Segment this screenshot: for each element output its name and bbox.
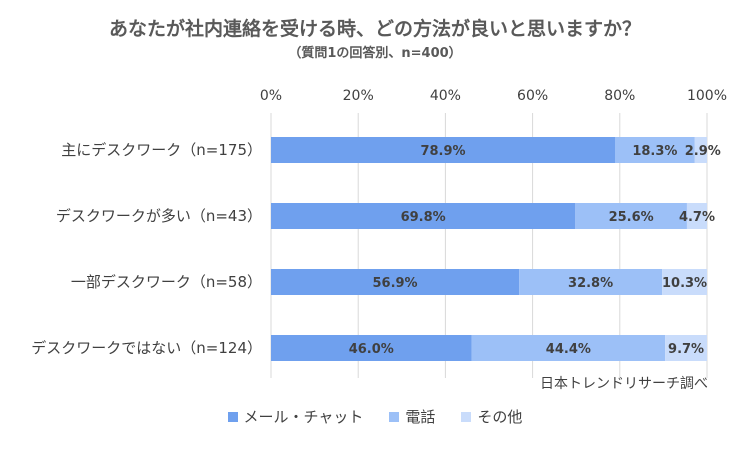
chart-legend: メール・チャット 電話 その他 bbox=[0, 406, 750, 427]
data-label: 69.8% bbox=[401, 210, 446, 225]
x-tick-label: 80% bbox=[604, 88, 635, 104]
bar-other bbox=[662, 269, 707, 295]
data-label: 44.4% bbox=[546, 342, 591, 357]
bar-other bbox=[694, 137, 707, 163]
chart-title: あなたが社内連絡を受ける時、どの方法が良いと思いますか？ bbox=[108, 18, 641, 40]
data-label: 46.0% bbox=[349, 342, 394, 357]
bar-phone bbox=[471, 335, 666, 361]
legend-swatch-other bbox=[461, 411, 472, 422]
bar-mail-chat bbox=[271, 137, 616, 163]
legend-label-mail-chat: メール・チャット bbox=[243, 408, 364, 426]
x-tick-label: 0% bbox=[260, 88, 282, 104]
category-label: デスクワークが多い（n=43） bbox=[56, 207, 262, 225]
bar-phone bbox=[615, 137, 695, 163]
data-label: 10.3% bbox=[662, 276, 707, 291]
category-label: 一部デスクワーク（n=58） bbox=[71, 273, 262, 291]
category-label: デスクワークではない（n=124） bbox=[31, 339, 262, 357]
data-label: 9.7% bbox=[668, 342, 704, 357]
bar-other bbox=[665, 335, 707, 361]
legend-item-other: その他 bbox=[461, 406, 522, 427]
category-label: 主にデスクワーク（n=175） bbox=[61, 141, 262, 159]
legend-item-mail-chat: メール・チャット bbox=[227, 406, 364, 427]
x-tick-label: 20% bbox=[343, 88, 374, 104]
x-tick-label: 60% bbox=[517, 88, 548, 104]
data-label: 56.9% bbox=[372, 276, 417, 291]
x-tick-label: 40% bbox=[430, 88, 461, 104]
data-label: 4.7% bbox=[679, 210, 715, 225]
data-label: 32.8% bbox=[568, 276, 613, 291]
legend-label-other: その他 bbox=[477, 408, 523, 426]
bar-phone bbox=[575, 203, 687, 229]
source-note: 日本トレンドリサーチ調べ bbox=[540, 376, 708, 392]
chart-subtitle: （質問1の回答別、n=400） bbox=[288, 46, 462, 61]
data-label: 25.6% bbox=[609, 210, 654, 225]
legend-label-phone: 電話 bbox=[405, 408, 436, 426]
data-label: 18.3% bbox=[632, 144, 677, 159]
legend-item-phone: 電話 bbox=[389, 406, 435, 427]
bar-mail-chat bbox=[271, 203, 576, 229]
bar-phone bbox=[519, 269, 663, 295]
bar-mail-chat bbox=[271, 335, 472, 361]
bar-mail-chat bbox=[271, 269, 520, 295]
bar-other bbox=[686, 203, 707, 229]
data-label: 78.9% bbox=[420, 144, 465, 159]
x-tick-label: 100% bbox=[687, 88, 727, 104]
data-label: 2.9% bbox=[685, 144, 721, 159]
legend-swatch-mail-chat bbox=[227, 411, 238, 422]
legend-swatch-phone bbox=[389, 411, 400, 422]
